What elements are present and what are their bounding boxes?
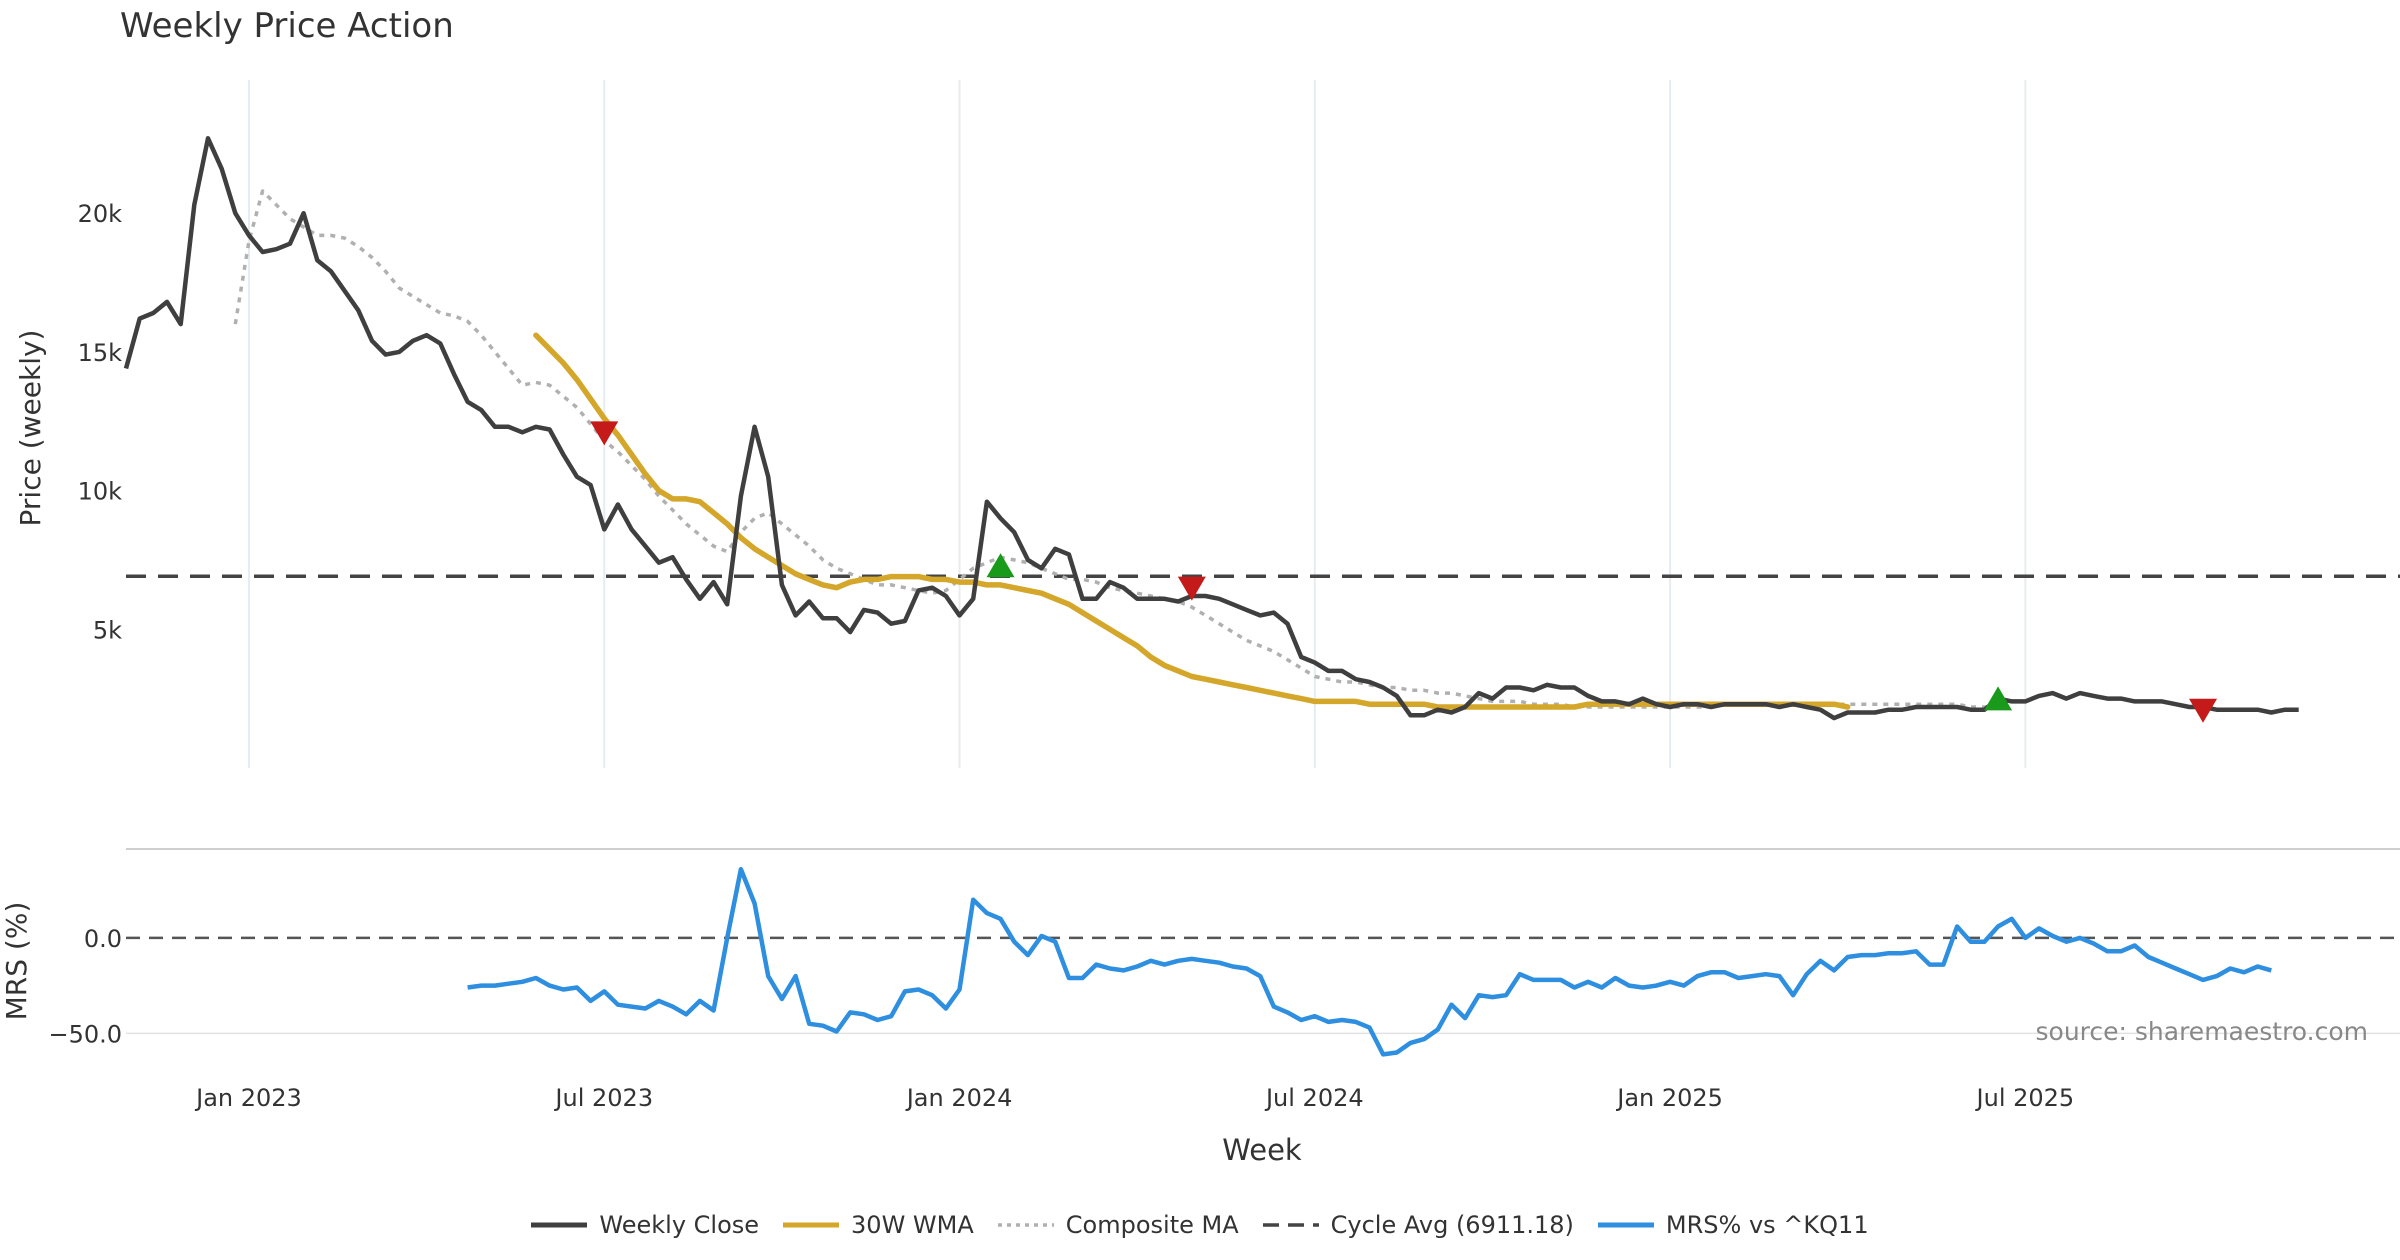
mrs-tick-label: −50.0 [48,1020,122,1048]
legend-swatch [531,1218,587,1232]
x-tick-label: Jan 2025 [1615,1084,1723,1112]
legend-item: Cycle Avg (6911.18) [1263,1211,1574,1239]
x-axis-label: Week [1222,1133,1302,1167]
mrs-tick-label: 0.0 [84,925,122,953]
mrs-line [468,869,2272,1054]
legend-item: MRS% vs ^KQ11 [1598,1211,1869,1239]
price-tick-label: 10k [78,478,123,506]
x-tick-label: Jan 2023 [194,1084,302,1112]
price-chart: 5k 10k 15k 20k Price (weekly) 0.0 −50.0 MRS (%)… [0,0,2400,1260]
price-axis-label: Price (weekly) [14,330,47,527]
legend-swatch [783,1218,839,1232]
wma-30w-line [536,335,1848,707]
legend-item: Weekly Close [531,1211,759,1239]
legend-label: 30W WMA [851,1211,974,1239]
x-tick-label: Jul 2025 [1975,1084,2075,1112]
buy-signal-marker [987,553,1015,577]
legend-item: 30W WMA [783,1211,974,1239]
legend-label: Composite MA [1066,1211,1239,1239]
legend-swatch [998,1218,1054,1232]
price-tick-label: 15k [78,339,123,367]
x-tick-label: Jan 2024 [905,1084,1013,1112]
mrs-axis-label: MRS (%) [0,902,33,1021]
x-tick-label: Jul 2024 [1264,1084,1364,1112]
source-label: source: sharemaestro.com [2036,1017,2369,1046]
legend-item: Composite MA [998,1211,1239,1239]
weekly-close-line [126,138,2299,718]
chart-legend: Weekly Close 30W WMA Composite MA Cycle Avg… [0,1210,2400,1239]
legend-label: Weekly Close [599,1211,759,1239]
price-tick-label: 20k [78,200,123,228]
legend-swatch [1263,1218,1319,1232]
legend-label: Cycle Avg (6911.18) [1331,1211,1574,1239]
x-tick-label: Jul 2023 [553,1084,653,1112]
legend-label: MRS% vs ^KQ11 [1666,1211,1869,1239]
composite-ma-line [235,191,1998,707]
legend-swatch [1598,1218,1654,1232]
price-tick-label: 5k [93,616,122,644]
